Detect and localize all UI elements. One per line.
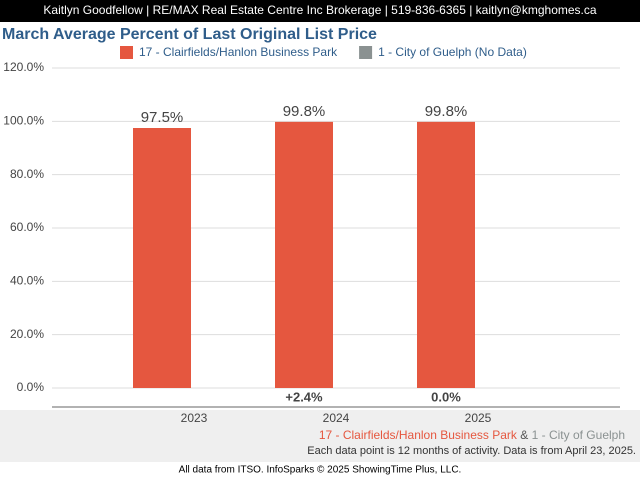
data-label: 97.5% xyxy=(141,109,184,126)
y-tick-label: 60.0% xyxy=(10,220,44,234)
x-tick-label: 2024 xyxy=(323,411,350,425)
bar xyxy=(133,128,191,388)
footer-band xyxy=(0,410,640,462)
chart-title: March Average Percent of Last Original L… xyxy=(2,26,377,43)
header-bar xyxy=(0,0,640,22)
legend-swatch xyxy=(359,46,373,59)
footer-areas: 17 - Clairfields/Hanlon Business Park & … xyxy=(319,428,625,442)
x-tick-label: 2025 xyxy=(465,411,492,425)
legend-swatch xyxy=(120,46,133,59)
y-tick-label: 40.0% xyxy=(10,274,44,288)
footer-note: Each data point is 12 months of activity… xyxy=(307,445,636,457)
footer-source: All data from ITSO. InfoSparks © 2025 Sh… xyxy=(179,465,462,476)
area-primary: 17 - Clairfields/Hanlon Business Park xyxy=(319,428,518,442)
data-label: 99.8% xyxy=(425,103,468,120)
area-joiner: & xyxy=(520,428,528,442)
header-text: Kaitlyn Goodfellow | RE/MAX Real Estate … xyxy=(43,3,596,17)
y-tick-label: 100.0% xyxy=(3,114,44,128)
data-label: 99.8% xyxy=(283,103,326,120)
change-label: 0.0% xyxy=(431,389,461,404)
y-tick-label: 120.0% xyxy=(3,60,44,74)
bar xyxy=(417,121,475,388)
legend-label: 1 - City of Guelph (No Data) xyxy=(378,45,527,59)
area-secondary: 1 - City of Guelph xyxy=(532,428,625,442)
y-tick-label: 80.0% xyxy=(10,167,44,181)
x-tick-label: 2023 xyxy=(181,411,208,425)
y-tick-label: 0.0% xyxy=(17,380,45,394)
y-tick-label: 20.0% xyxy=(10,327,44,341)
bar xyxy=(275,121,333,388)
legend-label: 17 - Clairfields/Hanlon Business Park xyxy=(139,45,338,59)
change-label: +2.4% xyxy=(285,389,323,404)
